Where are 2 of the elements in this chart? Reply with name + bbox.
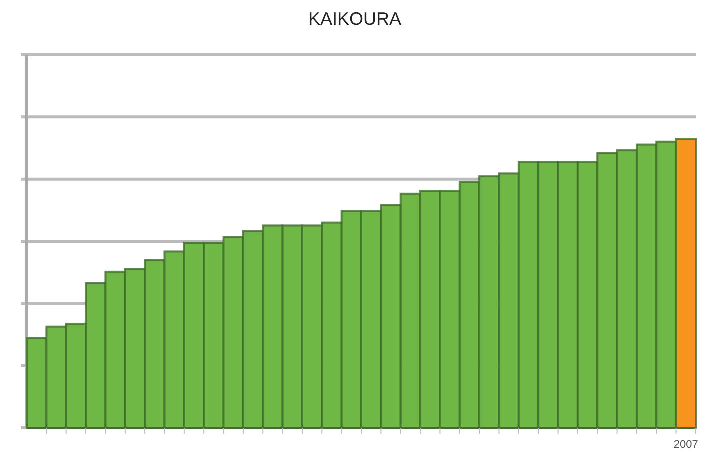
x-tick-label: 2007: [674, 439, 698, 451]
chart-title: KAIKOURA: [308, 9, 402, 29]
